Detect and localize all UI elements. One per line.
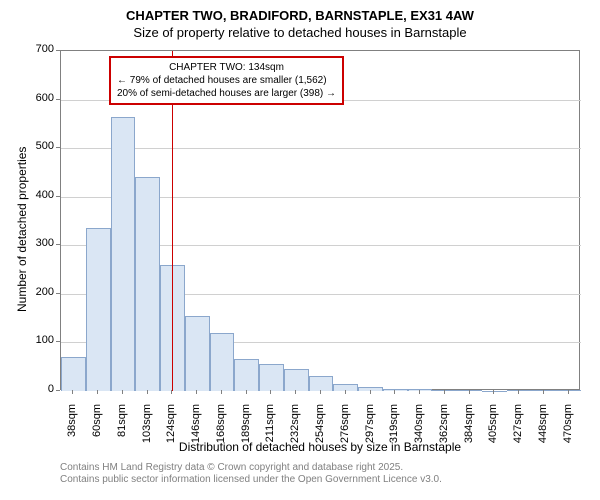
x-tick-label: 60sqm bbox=[91, 404, 103, 454]
x-tick-mark bbox=[122, 390, 123, 394]
x-tick-mark bbox=[171, 390, 172, 394]
y-tick-mark bbox=[56, 244, 60, 245]
x-tick-mark bbox=[147, 390, 148, 394]
x-tick-mark bbox=[493, 390, 494, 394]
y-tick-mark bbox=[56, 99, 60, 100]
x-tick-label: 254sqm bbox=[314, 404, 326, 454]
chart-footer: Contains HM Land Registry data © Crown c… bbox=[60, 462, 442, 486]
annotation-line-3: 20% of semi-detached houses are larger (… bbox=[117, 87, 336, 100]
x-tick-label: 168sqm bbox=[215, 404, 227, 454]
x-tick-label: 124sqm bbox=[165, 404, 177, 454]
histogram-bar bbox=[210, 333, 235, 391]
y-tick-label: 300 bbox=[28, 237, 54, 249]
x-tick-mark bbox=[72, 390, 73, 394]
histogram-bar bbox=[556, 390, 581, 391]
x-tick-label: 427sqm bbox=[512, 404, 524, 454]
x-tick-mark bbox=[543, 390, 544, 394]
x-tick-label: 38sqm bbox=[66, 404, 78, 454]
x-tick-mark bbox=[444, 390, 445, 394]
x-tick-label: 470sqm bbox=[562, 404, 574, 454]
y-axis-label: Number of detached properties bbox=[15, 132, 29, 312]
histogram-bar bbox=[333, 384, 358, 391]
x-tick-mark bbox=[97, 390, 98, 394]
histogram-bar bbox=[111, 117, 136, 391]
x-tick-label: 384sqm bbox=[463, 404, 475, 454]
x-tick-label: 405sqm bbox=[487, 404, 499, 454]
y-tick-mark bbox=[56, 293, 60, 294]
y-tick-label: 400 bbox=[28, 189, 54, 201]
x-tick-label: 232sqm bbox=[289, 404, 301, 454]
y-tick-label: 100 bbox=[28, 334, 54, 346]
chart-title-main: CHAPTER TWO, BRADIFORD, BARNSTAPLE, EX31… bbox=[0, 0, 600, 23]
y-tick-label: 200 bbox=[28, 286, 54, 298]
histogram-bar bbox=[358, 387, 383, 391]
x-tick-mark bbox=[246, 390, 247, 394]
histogram-bar bbox=[135, 177, 160, 391]
x-tick-mark bbox=[568, 390, 569, 394]
x-tick-mark bbox=[518, 390, 519, 394]
x-tick-mark bbox=[196, 390, 197, 394]
x-tick-mark bbox=[221, 390, 222, 394]
x-tick-label: 319sqm bbox=[388, 404, 400, 454]
x-tick-mark bbox=[370, 390, 371, 394]
histogram-bar bbox=[61, 357, 86, 391]
y-tick-mark bbox=[56, 341, 60, 342]
x-tick-label: 81sqm bbox=[116, 404, 128, 454]
histogram-bar bbox=[457, 390, 482, 391]
x-tick-label: 362sqm bbox=[438, 404, 450, 454]
x-tick-label: 211sqm bbox=[264, 404, 276, 454]
x-tick-label: 189sqm bbox=[240, 404, 252, 454]
x-tick-mark bbox=[345, 390, 346, 394]
histogram-bar bbox=[432, 390, 457, 391]
x-tick-label: 276sqm bbox=[339, 404, 351, 454]
y-tick-label: 0 bbox=[28, 383, 54, 395]
histogram-bar bbox=[531, 390, 556, 391]
histogram-bar bbox=[234, 359, 259, 391]
x-tick-label: 340sqm bbox=[413, 404, 425, 454]
x-tick-mark bbox=[419, 390, 420, 394]
chart-title-sub: Size of property relative to detached ho… bbox=[0, 23, 600, 40]
x-tick-label: 103sqm bbox=[141, 404, 153, 454]
gridline bbox=[61, 148, 581, 149]
footer-line-2: Contains public sector information licen… bbox=[60, 474, 442, 486]
histogram-bar bbox=[86, 228, 111, 391]
annotation-line-2: ← 79% of detached houses are smaller (1,… bbox=[117, 74, 336, 87]
y-tick-label: 500 bbox=[28, 140, 54, 152]
y-tick-mark bbox=[56, 196, 60, 197]
histogram-bar bbox=[259, 364, 284, 391]
histogram-bar bbox=[185, 316, 210, 391]
chart-container: CHAPTER TWO, BRADIFORD, BARNSTAPLE, EX31… bbox=[0, 0, 600, 500]
x-tick-label: 448sqm bbox=[537, 404, 549, 454]
y-tick-label: 600 bbox=[28, 92, 54, 104]
x-tick-mark bbox=[295, 390, 296, 394]
x-tick-mark bbox=[270, 390, 271, 394]
annotation-box: CHAPTER TWO: 134sqm← 79% of detached hou… bbox=[109, 56, 344, 105]
footer-line-1: Contains HM Land Registry data © Crown c… bbox=[60, 462, 442, 474]
histogram-bar bbox=[284, 369, 309, 391]
y-tick-mark bbox=[56, 50, 60, 51]
x-tick-mark bbox=[469, 390, 470, 394]
x-tick-label: 146sqm bbox=[190, 404, 202, 454]
x-tick-mark bbox=[320, 390, 321, 394]
y-tick-mark bbox=[56, 390, 60, 391]
x-tick-mark bbox=[394, 390, 395, 394]
x-tick-label: 297sqm bbox=[364, 404, 376, 454]
annotation-line-1: CHAPTER TWO: 134sqm bbox=[117, 61, 336, 74]
y-tick-label: 700 bbox=[28, 43, 54, 55]
histogram-bar bbox=[309, 376, 334, 391]
y-tick-mark bbox=[56, 147, 60, 148]
